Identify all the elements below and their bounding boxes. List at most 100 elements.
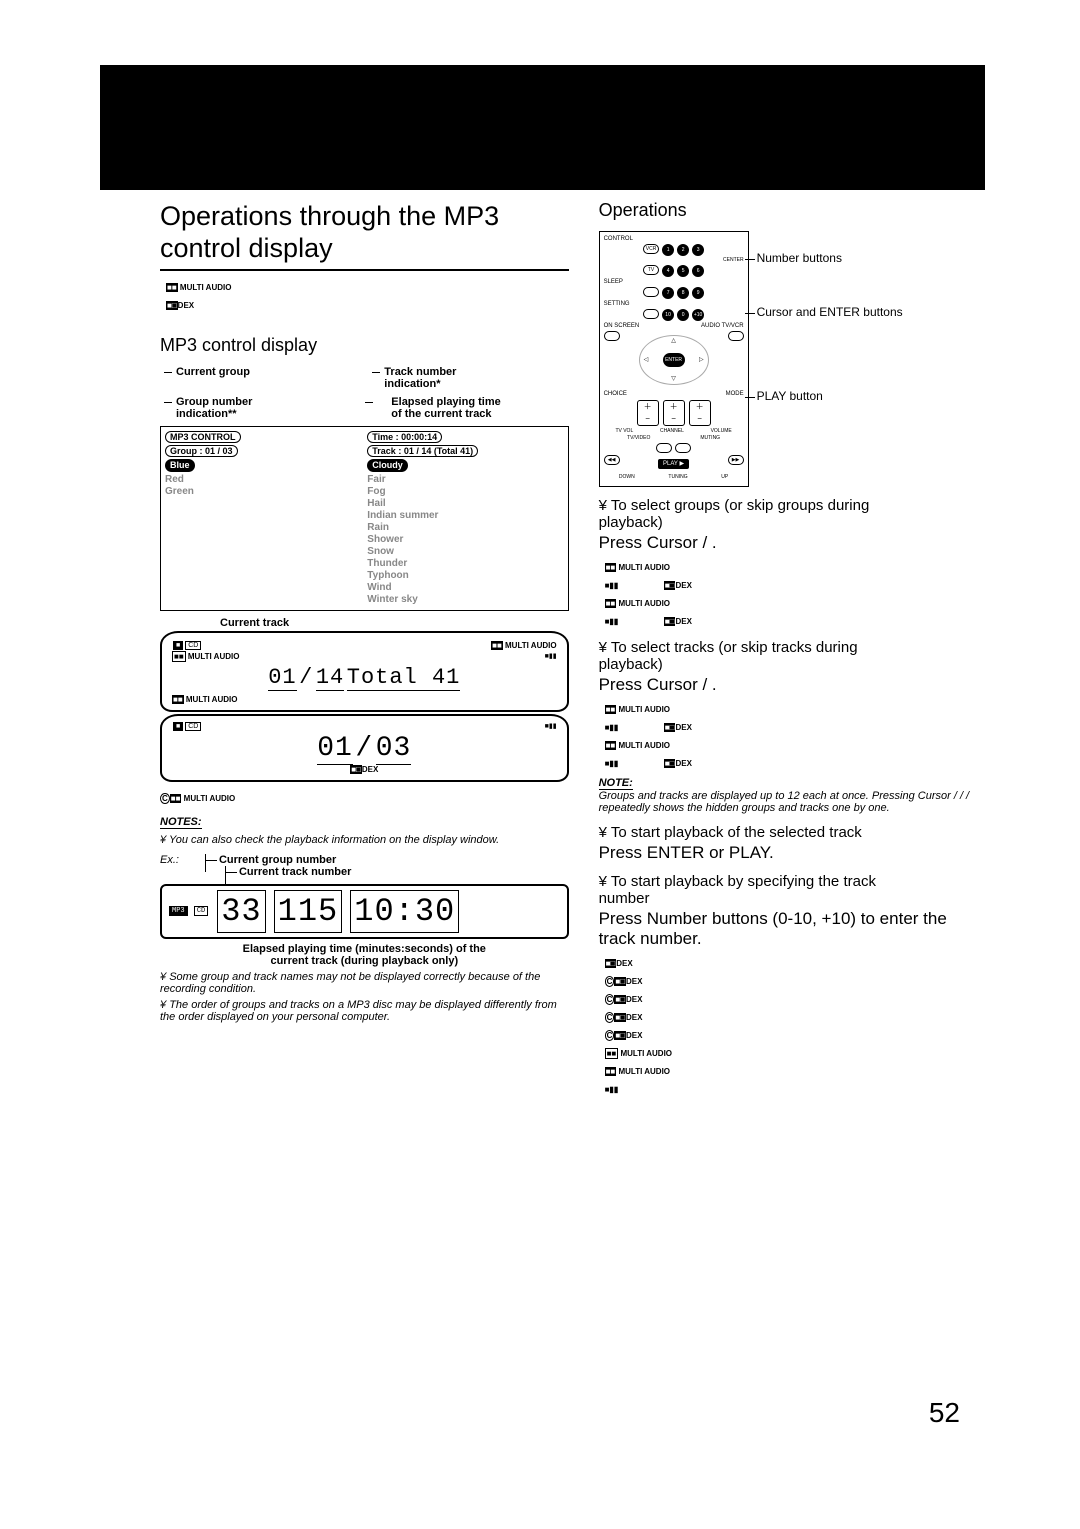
remote-muting[interactable] <box>675 443 691 453</box>
remote-vcr[interactable]: VCR <box>643 244 659 254</box>
remote-channel[interactable]: ＋− <box>663 400 685 426</box>
op4-logos: ■□DEX C■□DEX C■□DEX C■□DEX C■□DEX ■■ MUL… <box>605 953 970 1097</box>
lcd-group-display: ■CD ■▮▮ 01 / 03 ■□DEX <box>160 714 569 782</box>
display-window-labels: Current group number Current track numbe… <box>199 854 351 878</box>
dw-seg-time: 10:30 <box>350 890 459 933</box>
page-margin-left <box>0 0 100 1529</box>
op-start-playback: To start playback of the selected track <box>599 824 970 841</box>
op-start-by-number: To start playback by specifying the trac… <box>599 873 970 907</box>
right-column: Operations CONTROL VCR 1 2 3 CENTER TV 4… <box>599 200 970 1097</box>
lcd-track-readout: 01 / 14 Total 41 <box>172 665 557 691</box>
track-item: Thunder <box>367 558 563 570</box>
remote-num-plus10[interactable]: +10 <box>692 309 704 321</box>
op-start-playback-action: Press ENTER or PLAY. <box>599 843 970 863</box>
remote-annotations: Number buttons Cursor and ENTER buttons … <box>757 231 903 443</box>
remote-audio-tvvcr[interactable] <box>728 331 744 341</box>
remote-sleep[interactable] <box>643 287 659 297</box>
remote-rew[interactable]: ◀◀ <box>604 455 620 465</box>
track-list: Cloudy Fair Fog Hail Indian summer Rain … <box>367 459 563 606</box>
remote-enter[interactable]: ENTER <box>663 353 685 367</box>
label-elapsed: Elapsed playing time of the current trac… <box>361 396 568 420</box>
track-item: Shower <box>367 534 563 546</box>
lcd2-pause-icon: ■▮▮ <box>545 722 557 730</box>
remote-ff[interactable]: ▶▶ <box>728 455 744 465</box>
title-rule <box>160 269 569 271</box>
remote-volume[interactable]: ＋− <box>689 400 711 426</box>
page-content: Operations through the MP3 control displ… <box>160 200 970 1097</box>
remote-num-3[interactable]: 3 <box>692 244 704 256</box>
remote-rockers: ＋− ＋− ＋− <box>604 400 744 426</box>
panel-left-col: MP3 CONTROL Group : 01 / 03 Blue Red Gre… <box>165 431 361 606</box>
track-item-sel: Cloudy <box>367 459 408 472</box>
lcd-pause-icon: ■▮▮ <box>545 652 557 660</box>
track-item: Indian summer <box>367 510 563 522</box>
lcd2-dex-logo: ■□DEX <box>350 765 378 774</box>
header-logos: ■■ MULTI AUDIO ■□DEX <box>166 277 569 313</box>
dw-caption: Elapsed playing time (minutes:seconds) o… <box>160 943 569 967</box>
dw-seg-group: 33 <box>217 890 265 933</box>
remote-tv[interactable]: TV <box>643 265 659 275</box>
op-note-block: NOTE: Groups and tracks are displayed up… <box>599 777 970 814</box>
track-item: Wind <box>367 582 563 594</box>
remote-tvvideo[interactable] <box>656 443 672 453</box>
remote-onscreen[interactable] <box>604 331 620 341</box>
remote-choice-label: CHOICE <box>604 391 627 397</box>
lcd-group-readout: 01 / 03 <box>172 733 557 765</box>
lcd2-top-left: ■CD <box>172 722 202 731</box>
display-window-example: MP3 CD 33 115 10:30 <box>160 884 569 939</box>
panel-right-col: Time : 00:00:14 Track : 01 / 14 (Total 4… <box>367 431 563 606</box>
remote-play[interactable]: PLAY ▶ <box>658 459 689 469</box>
op-select-groups-action: Press Cursor / . <box>599 533 970 553</box>
lcd-bottom-logo: ■■ MULTI AUDIO <box>172 695 237 704</box>
note-1: You can also check the playback informat… <box>160 834 569 846</box>
group-item-sel: Blue <box>165 459 195 472</box>
annot-play: PLAY button <box>757 389 903 403</box>
remote-tv-vol[interactable]: ＋− <box>637 400 659 426</box>
remote-onscreen-label: ON SCREEN <box>604 323 640 329</box>
mp3-display-heading: MP3 control display <box>160 335 569 356</box>
remote-num-9[interactable]: 9 <box>692 287 704 299</box>
remote-center-label: CENTER <box>604 258 744 263</box>
lcd-track-total: 14 <box>316 665 344 691</box>
multi-audio-logo: ■■ MULTI AUDIO <box>166 283 231 292</box>
group-item: Green <box>165 486 361 498</box>
group-list: Blue Red Green <box>165 459 361 498</box>
remote-control-diagram: CONTROL VCR 1 2 3 CENTER TV 4 5 6 SLEEP <box>599 231 749 487</box>
remote-num-1[interactable]: 1 <box>662 244 674 256</box>
label-track-number: Track number indication* <box>368 366 568 390</box>
remote-num-10[interactable]: 10 <box>662 309 674 321</box>
lcd-group-total: 03 <box>376 733 412 765</box>
remote-cursor-pad[interactable]: △ ▽ ◁ ▷ ENTER <box>639 335 709 385</box>
lcd-multi-audio-logo: ■■ MULTI AUDIO <box>491 641 556 650</box>
lcd-track-cur: 01 <box>268 665 296 691</box>
remote-num-7[interactable]: 7 <box>662 287 674 299</box>
pill-time: Time : 00:00:14 <box>367 431 442 443</box>
op-select-tracks-action: Press Cursor / . <box>599 675 970 695</box>
page-title-line2: control display <box>160 233 333 263</box>
left-column: Operations through the MP3 control displ… <box>160 200 569 1097</box>
track-item: Rain <box>367 522 563 534</box>
remote-audio-label: AUDIO TV/VCR <box>701 323 744 329</box>
below-lcd-logo: C■■ MULTI AUDIO <box>160 788 569 806</box>
remote-setting[interactable] <box>643 309 659 319</box>
page-title-line1: Operations through the MP3 <box>160 201 499 231</box>
remote-num-2[interactable]: 2 <box>677 244 689 256</box>
example-row: Ex.: Current group number Current track … <box>160 854 569 878</box>
remote-num-6[interactable]: 6 <box>692 265 704 277</box>
pill-track: Track : 01 / 14 (Total 41) <box>367 445 478 457</box>
remote-sleep-label: SLEEP <box>604 279 623 285</box>
remote-control-label: CONTROL <box>604 236 744 242</box>
group-item: Red <box>165 474 361 486</box>
remote-mode-label: MODE <box>726 391 744 397</box>
page-title: Operations through the MP3 control displ… <box>160 200 569 265</box>
annot-cursor: Cursor and ENTER buttons <box>757 305 903 319</box>
pill-group: Group : 01 / 03 <box>165 445 238 457</box>
panel-label-row-2: Group number indication** Elapsed playin… <box>160 396 569 420</box>
remote-num-0[interactable]: 0 <box>677 309 689 321</box>
remote-num-5[interactable]: 5 <box>677 265 689 277</box>
note-3: The order of groups and tracks on a MP3 … <box>160 999 569 1023</box>
remote-setting-label: SETTING <box>604 301 630 307</box>
remote-num-8[interactable]: 8 <box>677 287 689 299</box>
op-select-groups: To select groups (or skip groups during … <box>599 497 970 531</box>
remote-num-4[interactable]: 4 <box>662 265 674 277</box>
